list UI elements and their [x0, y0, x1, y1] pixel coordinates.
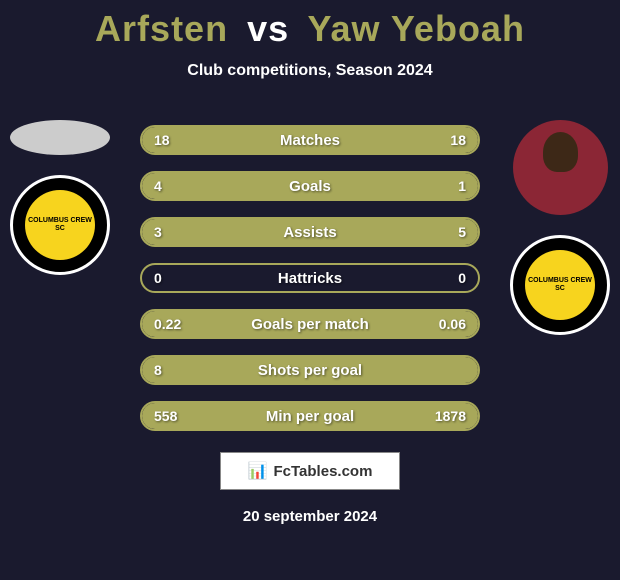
- stat-row: 3 Assists 5: [140, 217, 480, 247]
- stat-value-left: 3: [154, 224, 162, 240]
- stat-value-right: 1: [458, 178, 466, 194]
- stat-value-right: 5: [458, 224, 466, 240]
- stat-label: Min per goal: [266, 408, 354, 425]
- footer-date: 20 september 2024: [243, 508, 377, 525]
- chart-icon: 📊: [248, 461, 268, 481]
- player1-club-badge: COLUMBUS CREW SC: [10, 175, 110, 275]
- club-badge-inner: COLUMBUS CREW SC: [525, 250, 595, 320]
- stat-label: Assists: [283, 224, 336, 241]
- club-badge-inner: COLUMBUS CREW SC: [25, 190, 95, 260]
- stat-value-right: 18: [450, 132, 466, 148]
- footer-logo: 📊 FcTables.com: [220, 452, 400, 490]
- stat-label: Matches: [280, 132, 340, 149]
- left-avatars: COLUMBUS CREW SC: [10, 120, 110, 275]
- stat-value-left: 4: [154, 178, 162, 194]
- vs-label: vs: [247, 8, 289, 49]
- subtitle: Club competitions, Season 2024: [0, 62, 620, 80]
- stat-label: Shots per goal: [258, 362, 362, 379]
- stat-value-right: 1878: [435, 408, 466, 424]
- stat-value-left: 0: [154, 270, 162, 286]
- stat-row: 0 Hattricks 0: [140, 263, 480, 293]
- player2-club-badge: COLUMBUS CREW SC: [510, 235, 610, 335]
- stat-value-left: 0.22: [154, 316, 181, 332]
- stats-container: 18 Matches 18 4 Goals 1 3 Assists 5 0 Hattricks 0 0.…: [140, 125, 480, 447]
- player1-name: Arfsten: [95, 8, 228, 49]
- stat-row: 558 Min per goal 1878: [140, 401, 480, 431]
- player1-avatar: [10, 120, 110, 155]
- comparison-title: Arfsten vs Yaw Yeboah: [0, 0, 620, 50]
- stat-row: 8 Shots per goal: [140, 355, 480, 385]
- stat-label: Hattricks: [278, 270, 342, 287]
- stat-label: Goals per match: [251, 316, 369, 333]
- stat-value-left: 558: [154, 408, 177, 424]
- stat-value-right: 0.06: [439, 316, 466, 332]
- stat-row: 18 Matches 18: [140, 125, 480, 155]
- stat-row: 4 Goals 1: [140, 171, 480, 201]
- footer-logo-text: FcTables.com: [274, 463, 373, 480]
- stat-value-right: 0: [458, 270, 466, 286]
- stat-value-left: 18: [154, 132, 170, 148]
- player2-name: Yaw Yeboah: [308, 8, 525, 49]
- player2-avatar: [513, 120, 608, 215]
- stat-label: Goals: [289, 178, 331, 195]
- right-avatars: COLUMBUS CREW SC: [510, 120, 610, 335]
- stat-value-left: 8: [154, 362, 162, 378]
- stat-row: 0.22 Goals per match 0.06: [140, 309, 480, 339]
